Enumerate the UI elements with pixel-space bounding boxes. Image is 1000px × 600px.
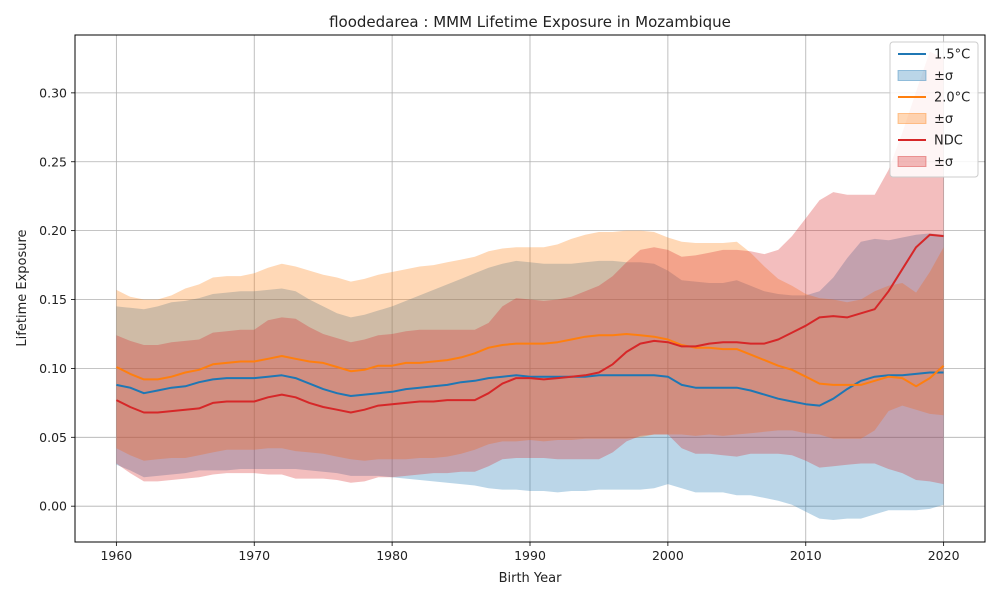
y-axis-label: Lifetime Exposure	[15, 229, 30, 346]
legend-band-label: ±σ	[934, 69, 953, 84]
y-tick-label: 0.10	[39, 361, 67, 376]
band-2	[116, 51, 944, 485]
band-1	[116, 230, 944, 461]
x-tick-label: 2020	[928, 548, 960, 563]
grid	[75, 35, 985, 542]
y-tick-label: 0.05	[39, 430, 67, 445]
chart-title: floodedarea : MMM Lifetime Exposure in M…	[329, 13, 731, 31]
legend-band-swatch	[897, 113, 927, 124]
series-line-2	[115, 233, 944, 414]
series-line-0	[116, 371, 944, 407]
legend-label: NDC	[934, 134, 963, 149]
x-tick-label: 2000	[652, 548, 684, 563]
lines	[115, 233, 945, 414]
legend-band-label: ±σ	[934, 112, 953, 127]
legend-band-swatch	[897, 70, 927, 81]
ticks: 1960 1970 1980 1990 2000 2010 2020 0.00 0.05 0.10…	[39, 85, 959, 563]
x-tick-label: 1960	[100, 548, 132, 563]
x-tick-label: 1970	[238, 548, 270, 563]
x-axis-label: Birth Year	[499, 571, 563, 586]
y-tick-label: 0.00	[39, 499, 67, 514]
bands	[116, 51, 944, 520]
legend-band-label: ±σ	[934, 155, 953, 170]
series-line-1	[115, 333, 945, 388]
legend-band-swatch	[897, 156, 927, 167]
legend: 1.5°C ±σ 2.0°C ±σ NDC ±σ	[889, 41, 979, 178]
legend-label: 2.0°C	[934, 91, 970, 106]
y-tick-label: 0.30	[39, 85, 67, 100]
x-tick-label: 2010	[790, 548, 822, 563]
y-tick-label: 0.25	[39, 154, 67, 169]
legend-box	[889, 41, 979, 178]
x-tick-label: 1980	[376, 548, 408, 563]
legend-label: 1.5°C	[934, 48, 970, 63]
x-tick-label: 1990	[514, 548, 546, 563]
y-tick-label: 0.15	[39, 292, 67, 307]
y-tick-label: 0.20	[39, 223, 67, 238]
